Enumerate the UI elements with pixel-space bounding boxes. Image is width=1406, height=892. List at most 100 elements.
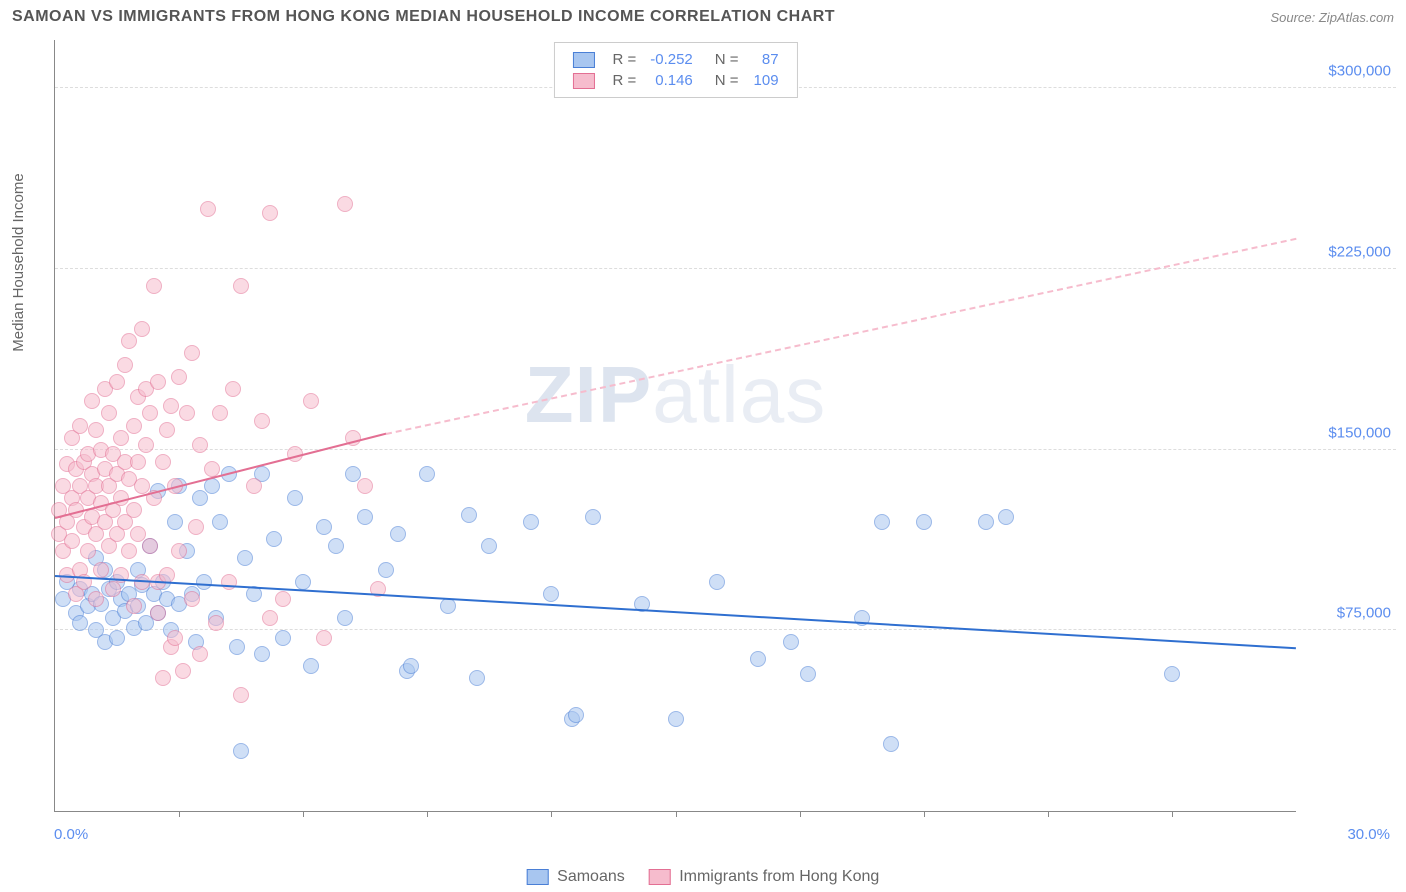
scatter-point	[130, 454, 146, 470]
source-attribution: Source: ZipAtlas.com	[1270, 10, 1394, 25]
correlation-legend: R =-0.252N =87 R =0.146N =109	[553, 42, 797, 98]
scatter-point	[233, 278, 249, 294]
scatter-point	[105, 581, 121, 597]
scatter-point	[101, 405, 117, 421]
scatter-point	[246, 478, 262, 494]
scatter-point	[461, 507, 477, 523]
scatter-point	[874, 514, 890, 530]
scatter-point	[568, 707, 584, 723]
scatter-point	[113, 430, 129, 446]
scatter-point	[192, 437, 208, 453]
scatter-point	[200, 201, 216, 217]
scatter-point	[275, 591, 291, 607]
y-tick-label: $150,000	[1328, 424, 1391, 441]
scatter-point	[121, 333, 137, 349]
scatter-point	[233, 743, 249, 759]
scatter-point	[88, 591, 104, 607]
scatter-point	[184, 345, 200, 361]
scatter-point	[192, 490, 208, 506]
scatter-point	[316, 519, 332, 535]
scatter-point	[262, 205, 278, 221]
x-tick	[427, 811, 428, 817]
plot-area: ZIPatlas R =-0.252N =87R =0.146N =109 $7…	[54, 40, 1296, 812]
legend-row: R =0.146N =109	[566, 71, 784, 90]
correlation-chart: Median Household Income ZIPatlas R =-0.2…	[20, 40, 1396, 842]
x-tick	[303, 811, 304, 817]
scatter-point	[72, 418, 88, 434]
scatter-point	[212, 405, 228, 421]
scatter-point	[109, 630, 125, 646]
scatter-point	[337, 196, 353, 212]
scatter-point	[295, 574, 311, 590]
scatter-point	[316, 630, 332, 646]
scatter-point	[303, 393, 319, 409]
scatter-point	[221, 574, 237, 590]
x-axis-max-label: 30.0%	[1347, 826, 1390, 844]
gridline	[55, 449, 1396, 450]
scatter-point	[175, 663, 191, 679]
scatter-point	[668, 711, 684, 727]
scatter-point	[998, 509, 1014, 525]
scatter-point	[783, 634, 799, 650]
y-tick-label: $300,000	[1328, 63, 1391, 80]
scatter-point	[155, 670, 171, 686]
trend-line	[55, 575, 1296, 649]
gridline	[55, 629, 1396, 630]
scatter-point	[266, 531, 282, 547]
scatter-point	[72, 615, 88, 631]
scatter-point	[916, 514, 932, 530]
scatter-point	[287, 490, 303, 506]
scatter-point	[80, 543, 96, 559]
x-tick	[1048, 811, 1049, 817]
x-tick	[179, 811, 180, 817]
scatter-point	[64, 533, 80, 549]
scatter-point	[93, 562, 109, 578]
scatter-point	[225, 381, 241, 397]
scatter-point	[155, 454, 171, 470]
scatter-point	[208, 615, 224, 631]
scatter-point	[163, 398, 179, 414]
scatter-point	[403, 658, 419, 674]
scatter-point	[237, 550, 253, 566]
scatter-point	[523, 514, 539, 530]
scatter-point	[328, 538, 344, 554]
scatter-point	[378, 562, 394, 578]
scatter-point	[126, 502, 142, 518]
scatter-point	[126, 418, 142, 434]
scatter-point	[184, 591, 200, 607]
scatter-point	[138, 437, 154, 453]
gridline	[55, 268, 1396, 269]
scatter-point	[142, 405, 158, 421]
scatter-point	[390, 526, 406, 542]
x-tick	[551, 811, 552, 817]
scatter-point	[233, 687, 249, 703]
scatter-point	[254, 646, 270, 662]
scatter-point	[469, 670, 485, 686]
y-tick-label: $225,000	[1328, 243, 1391, 260]
scatter-point	[750, 651, 766, 667]
x-tick	[1172, 811, 1173, 817]
scatter-point	[275, 630, 291, 646]
scatter-point	[167, 630, 183, 646]
scatter-point	[212, 514, 228, 530]
legend-item: Samoans	[527, 868, 625, 885]
scatter-point	[84, 393, 100, 409]
scatter-point	[171, 543, 187, 559]
scatter-point	[481, 538, 497, 554]
scatter-point	[171, 369, 187, 385]
y-tick-label: $75,000	[1337, 605, 1391, 622]
legend-row: R =-0.252N =87	[566, 50, 784, 69]
scatter-point	[134, 321, 150, 337]
scatter-point	[179, 405, 195, 421]
scatter-point	[109, 374, 125, 390]
scatter-point	[357, 478, 373, 494]
scatter-point	[419, 466, 435, 482]
scatter-point	[709, 574, 725, 590]
scatter-point	[159, 422, 175, 438]
scatter-point	[121, 543, 137, 559]
scatter-point	[142, 538, 158, 554]
scatter-point	[192, 646, 208, 662]
scatter-point	[262, 610, 278, 626]
scatter-point	[585, 509, 601, 525]
scatter-point	[146, 278, 162, 294]
